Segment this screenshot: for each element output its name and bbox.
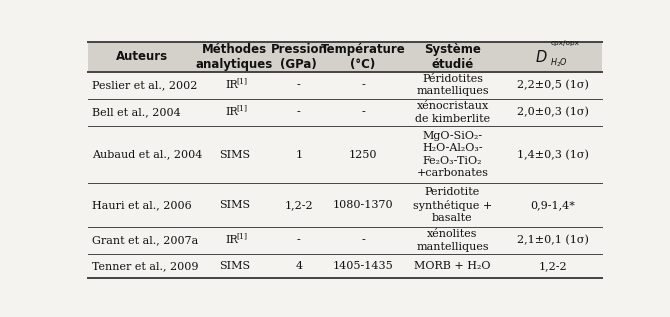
- Bar: [88, 72, 602, 99]
- Text: [1]: [1]: [237, 232, 248, 241]
- Bar: [88, 42, 602, 72]
- Bar: [88, 254, 602, 278]
- Text: xénolites
mantelliques: xénolites mantelliques: [416, 229, 489, 252]
- Text: Pression
(GPa): Pression (GPa): [271, 43, 327, 71]
- Text: -: -: [361, 107, 365, 118]
- Text: 2,1±0,1 (1σ): 2,1±0,1 (1σ): [517, 235, 589, 246]
- Text: MORB + H₂O: MORB + H₂O: [414, 261, 490, 271]
- Text: Peridotite
synthétique +
basalte: Peridotite synthétique + basalte: [413, 187, 492, 223]
- Text: Température
(°C): Température (°C): [321, 43, 405, 71]
- Bar: [88, 227, 602, 254]
- Text: 1080-1370: 1080-1370: [333, 200, 393, 210]
- Text: MgO-SiO₂-
H₂O-Al₂O₃-
Fe₂O₃-TiO₂
+carbonates: MgO-SiO₂- H₂O-Al₂O₃- Fe₂O₃-TiO₂ +carbona…: [417, 131, 488, 178]
- Text: SIMS: SIMS: [219, 150, 250, 160]
- Text: 1: 1: [295, 150, 302, 160]
- Text: -: -: [361, 235, 365, 245]
- Text: cpx/opx: cpx/opx: [551, 40, 580, 46]
- Text: 1405-1435: 1405-1435: [333, 261, 393, 271]
- Text: 1,2-2: 1,2-2: [285, 200, 313, 210]
- Text: 1250: 1250: [349, 150, 377, 160]
- Text: -: -: [297, 80, 301, 90]
- Text: -: -: [361, 80, 365, 90]
- Text: [1]: [1]: [237, 77, 248, 85]
- Text: Hauri et al., 2006: Hauri et al., 2006: [92, 200, 192, 210]
- Text: -: -: [297, 107, 301, 118]
- Text: -: -: [297, 235, 301, 245]
- Text: Grant et al., 2007a: Grant et al., 2007a: [92, 235, 198, 245]
- Text: IR: IR: [226, 80, 239, 90]
- Text: Bell et al., 2004: Bell et al., 2004: [92, 107, 181, 118]
- Text: Auteurs: Auteurs: [117, 50, 168, 63]
- Text: 1,4±0,3 (1σ): 1,4±0,3 (1σ): [517, 150, 589, 160]
- Text: Tenner et al., 2009: Tenner et al., 2009: [92, 261, 198, 271]
- Text: $\mathit{D}$: $\mathit{D}$: [535, 49, 548, 65]
- Text: Péridotites
mantelliques: Péridotites mantelliques: [416, 74, 489, 96]
- Text: 0,9-1,4*: 0,9-1,4*: [531, 200, 576, 210]
- Text: IR: IR: [226, 107, 239, 118]
- Text: Aubaud et al., 2004: Aubaud et al., 2004: [92, 150, 202, 160]
- Text: Système
étudié: Système étudié: [424, 43, 481, 71]
- Text: Peslier et al., 2002: Peslier et al., 2002: [92, 80, 198, 90]
- Text: [1]: [1]: [237, 105, 248, 113]
- Text: SIMS: SIMS: [219, 200, 250, 210]
- Text: SIMS: SIMS: [219, 261, 250, 271]
- Text: IR: IR: [226, 235, 239, 245]
- Bar: [88, 183, 602, 227]
- Text: Méthodes
analytiques: Méthodes analytiques: [196, 43, 273, 71]
- Text: xénocristaux
de kimberlite: xénocristaux de kimberlite: [415, 101, 490, 124]
- Text: 2,2±0,5 (1σ): 2,2±0,5 (1σ): [517, 80, 589, 90]
- Bar: [88, 99, 602, 126]
- Text: 1,2-2: 1,2-2: [539, 261, 567, 271]
- Text: $\mathit{H_2O}$: $\mathit{H_2O}$: [551, 56, 568, 69]
- Text: 2,0±0,3 (1σ): 2,0±0,3 (1σ): [517, 107, 589, 118]
- Bar: [88, 126, 602, 183]
- Text: 4: 4: [295, 261, 302, 271]
